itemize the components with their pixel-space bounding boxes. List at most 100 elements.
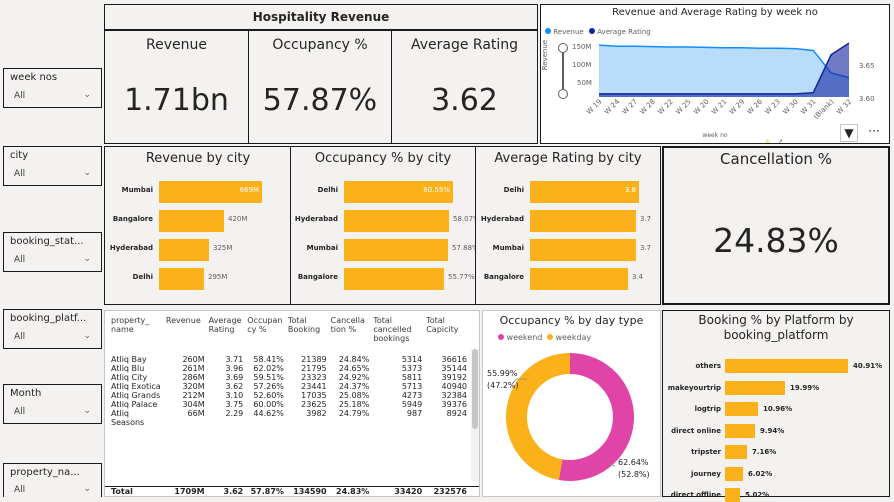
property-table-card[interactable]: property_ name Revenue Average Rating Occup…: [104, 310, 480, 497]
legend-revenue[interactable]: Revenue: [553, 28, 584, 36]
slicer-value[interactable]: All: [14, 332, 26, 342]
slicer-value[interactable]: All: [14, 169, 26, 179]
slicer-value[interactable]: All: [14, 255, 26, 265]
bar-mumbai[interactable]: [530, 239, 636, 261]
table-row[interactable]: Atliq City 286M 3.69 59.51% 23323 24.92% 5811 3…: [109, 373, 469, 382]
bar-journey[interactable]: [725, 466, 743, 481]
chevron-down-icon[interactable]: ⌄: [83, 406, 91, 416]
table-cell: 3.96: [225, 364, 244, 373]
bar-direct-online[interactable]: [725, 423, 755, 438]
bar-category-label: makeyourtrip: [667, 383, 721, 392]
kpi-rating-card[interactable]: Average Rating 3.62: [391, 30, 538, 144]
legend-weekday[interactable]: weekday: [555, 333, 592, 342]
bar-mumbai[interactable]: [159, 181, 262, 203]
chevron-down-icon[interactable]: ⌄: [83, 484, 91, 494]
warning-icon[interactable]: ⚠: [765, 138, 771, 145]
legend-rating[interactable]: Average Rating: [597, 28, 651, 36]
kpi-revenue-card[interactable]: Revenue 1.71bn: [104, 30, 249, 144]
bar-mumbai[interactable]: [344, 239, 448, 261]
slicer-property-name[interactable]: property_na... All ⌄: [3, 463, 102, 497]
bar-bangalore[interactable]: [159, 210, 224, 232]
bar-delhi[interactable]: [159, 268, 204, 290]
table-row[interactable]: Atliq Palace 304M 3.75 60.00% 23625 25.18% 594…: [109, 400, 469, 409]
kpi-cancellation-card[interactable]: Cancellation % 24.83%: [662, 146, 890, 305]
x-tick-label: W 21: [710, 98, 728, 116]
bar-delhi[interactable]: [530, 181, 639, 203]
slicer-city[interactable]: city All ⌄: [3, 146, 102, 186]
revenue-by-city-card[interactable]: Revenue by city Mumbai 669M Bangalore 420M H…: [104, 146, 292, 305]
x-tick-label: W 28: [639, 98, 657, 116]
donut-plot[interactable]: [483, 311, 660, 496]
chevron-down-icon[interactable]: ⌄: [83, 168, 91, 178]
bar-bangalore[interactable]: [344, 268, 444, 290]
weekly-chart-plot[interactable]: W 19 W 24 W 27 W 28 W 22 W 25 W 20 W 21 W 29 W 26…: [541, 5, 889, 143]
table-row[interactable]: Atliq Seasons 66M 2.29 44.62% 3982 24.79% 987 8…: [109, 409, 469, 427]
table-row[interactable]: Atliq Blu 261M 3.96 62.02% 21795 24.65% 5373 35…: [109, 364, 469, 373]
bar-makeyourtrip[interactable]: [725, 380, 785, 395]
bar-delhi[interactable]: [344, 181, 453, 203]
day-type-donut-card[interactable]: Occupancy % by day type weekend weekday …: [482, 310, 661, 497]
table-row[interactable]: Atliq Grands 212M 3.10 52.60% 17035 25.08% 427…: [109, 391, 469, 400]
bar-logtrip[interactable]: [725, 402, 758, 416]
column-header[interactable]: Revenue: [165, 316, 201, 325]
property-table[interactable]: property_ name Revenue Average Rating Occup…: [109, 315, 469, 427]
column-header[interactable]: property_ name: [111, 316, 150, 334]
bar-bangalore[interactable]: [530, 268, 628, 290]
bar-category-label: logtrip: [694, 405, 721, 413]
slicer-value[interactable]: All: [14, 91, 26, 101]
scrollbar-thumb[interactable]: [472, 349, 478, 429]
legend-dot-rating: [588, 28, 595, 34]
table-row[interactable]: Atliq Exotica 320M 3.62 57.26% 23441 24.37% 57…: [109, 382, 469, 391]
bar-data-label: 3.7: [640, 244, 652, 252]
slicer-value[interactable]: All: [14, 485, 26, 495]
bar-data-label: 19.99%: [790, 383, 820, 392]
more-options-icon[interactable]: ···: [868, 124, 880, 138]
bar-category-label: Mumbai: [492, 244, 524, 252]
slicer-value[interactable]: All: [14, 407, 26, 417]
total-cell: 134590: [293, 487, 327, 496]
occupancy-by-city-card[interactable]: Occupancy % by city Delhi 60.55% Hyderabad…: [290, 146, 480, 305]
slicer-booking-platform[interactable]: booking_platf... All ⌄: [3, 309, 102, 349]
rating-by-city-card[interactable]: Average Rating by city Delhi 3.8 Hyderabad…: [475, 146, 661, 305]
bar-hyderabad[interactable]: [344, 210, 449, 232]
platform-chart-card[interactable]: Booking % by Platform by booking_platfor…: [662, 310, 890, 502]
bar-tripster[interactable]: [725, 445, 747, 459]
column-header[interactable]: Total cancelled bookings: [373, 316, 412, 343]
table-cell: 36616: [441, 355, 467, 364]
slicer-week-nos[interactable]: week nos All ⌄: [3, 68, 102, 108]
weekly-chart-card[interactable]: Revenue and Average Rating by week no Re…: [540, 4, 890, 145]
table-cell: 5713: [401, 382, 423, 391]
bar-data-label: 40.91%: [853, 362, 883, 370]
column-header[interactable]: Occupan cy %: [247, 316, 283, 334]
bar-hyderabad[interactable]: [530, 210, 636, 232]
bar-direct-offline[interactable]: [725, 488, 740, 502]
chevron-down-icon[interactable]: ⌄: [83, 254, 91, 264]
chevron-down-icon[interactable]: ⌄: [83, 331, 91, 341]
kpi-occupancy-card[interactable]: Occupancy % 57.87%: [248, 30, 392, 144]
chevron-down-icon[interactable]: ⌄: [83, 90, 91, 100]
donut-slice-weekday[interactable]: [506, 353, 570, 481]
donut-slice-weekend[interactable]: [558, 353, 634, 481]
table-row[interactable]: Atliq Bay 260M 3.71 58.41% 21389 24.84% 5314 36…: [109, 355, 469, 364]
bar-others[interactable]: [725, 359, 848, 373]
kpi-value: 1.71bn: [124, 83, 229, 118]
bar-data-label: 325M: [213, 244, 233, 252]
column-header[interactable]: Cancella tion %: [330, 316, 365, 334]
pin-icon[interactable]: ➚: [778, 138, 784, 145]
legend-weekend[interactable]: weekend: [506, 333, 543, 342]
zoom-slider-handle-top[interactable]: [558, 43, 568, 53]
column-header[interactable]: Total Capicity: [426, 316, 459, 334]
table-scrollbar[interactable]: [471, 349, 479, 481]
bar-hyderabad[interactable]: [159, 239, 209, 261]
column-header[interactable]: Total Booking: [287, 316, 321, 334]
table-cell: 987: [406, 409, 423, 418]
filter-icon[interactable]: ▼: [840, 124, 858, 142]
leader-line-weekday: [512, 378, 527, 384]
zoom-slider-track[interactable]: [562, 45, 564, 93]
slicer-title: property_na...: [10, 467, 80, 478]
slicer-booking-status[interactable]: booking_stat... All ⌄: [3, 232, 102, 272]
table-cell: Atliq Grands: [111, 391, 161, 400]
zoom-slider-handle-bottom[interactable]: [558, 89, 568, 99]
column-header[interactable]: Average Rating: [208, 316, 242, 334]
slicer-month[interactable]: Month All ⌄: [3, 384, 102, 424]
